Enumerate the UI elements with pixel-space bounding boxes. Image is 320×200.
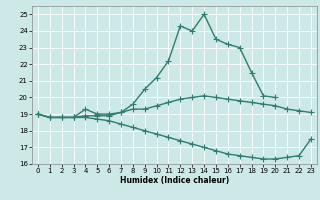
X-axis label: Humidex (Indice chaleur): Humidex (Indice chaleur) — [120, 176, 229, 185]
